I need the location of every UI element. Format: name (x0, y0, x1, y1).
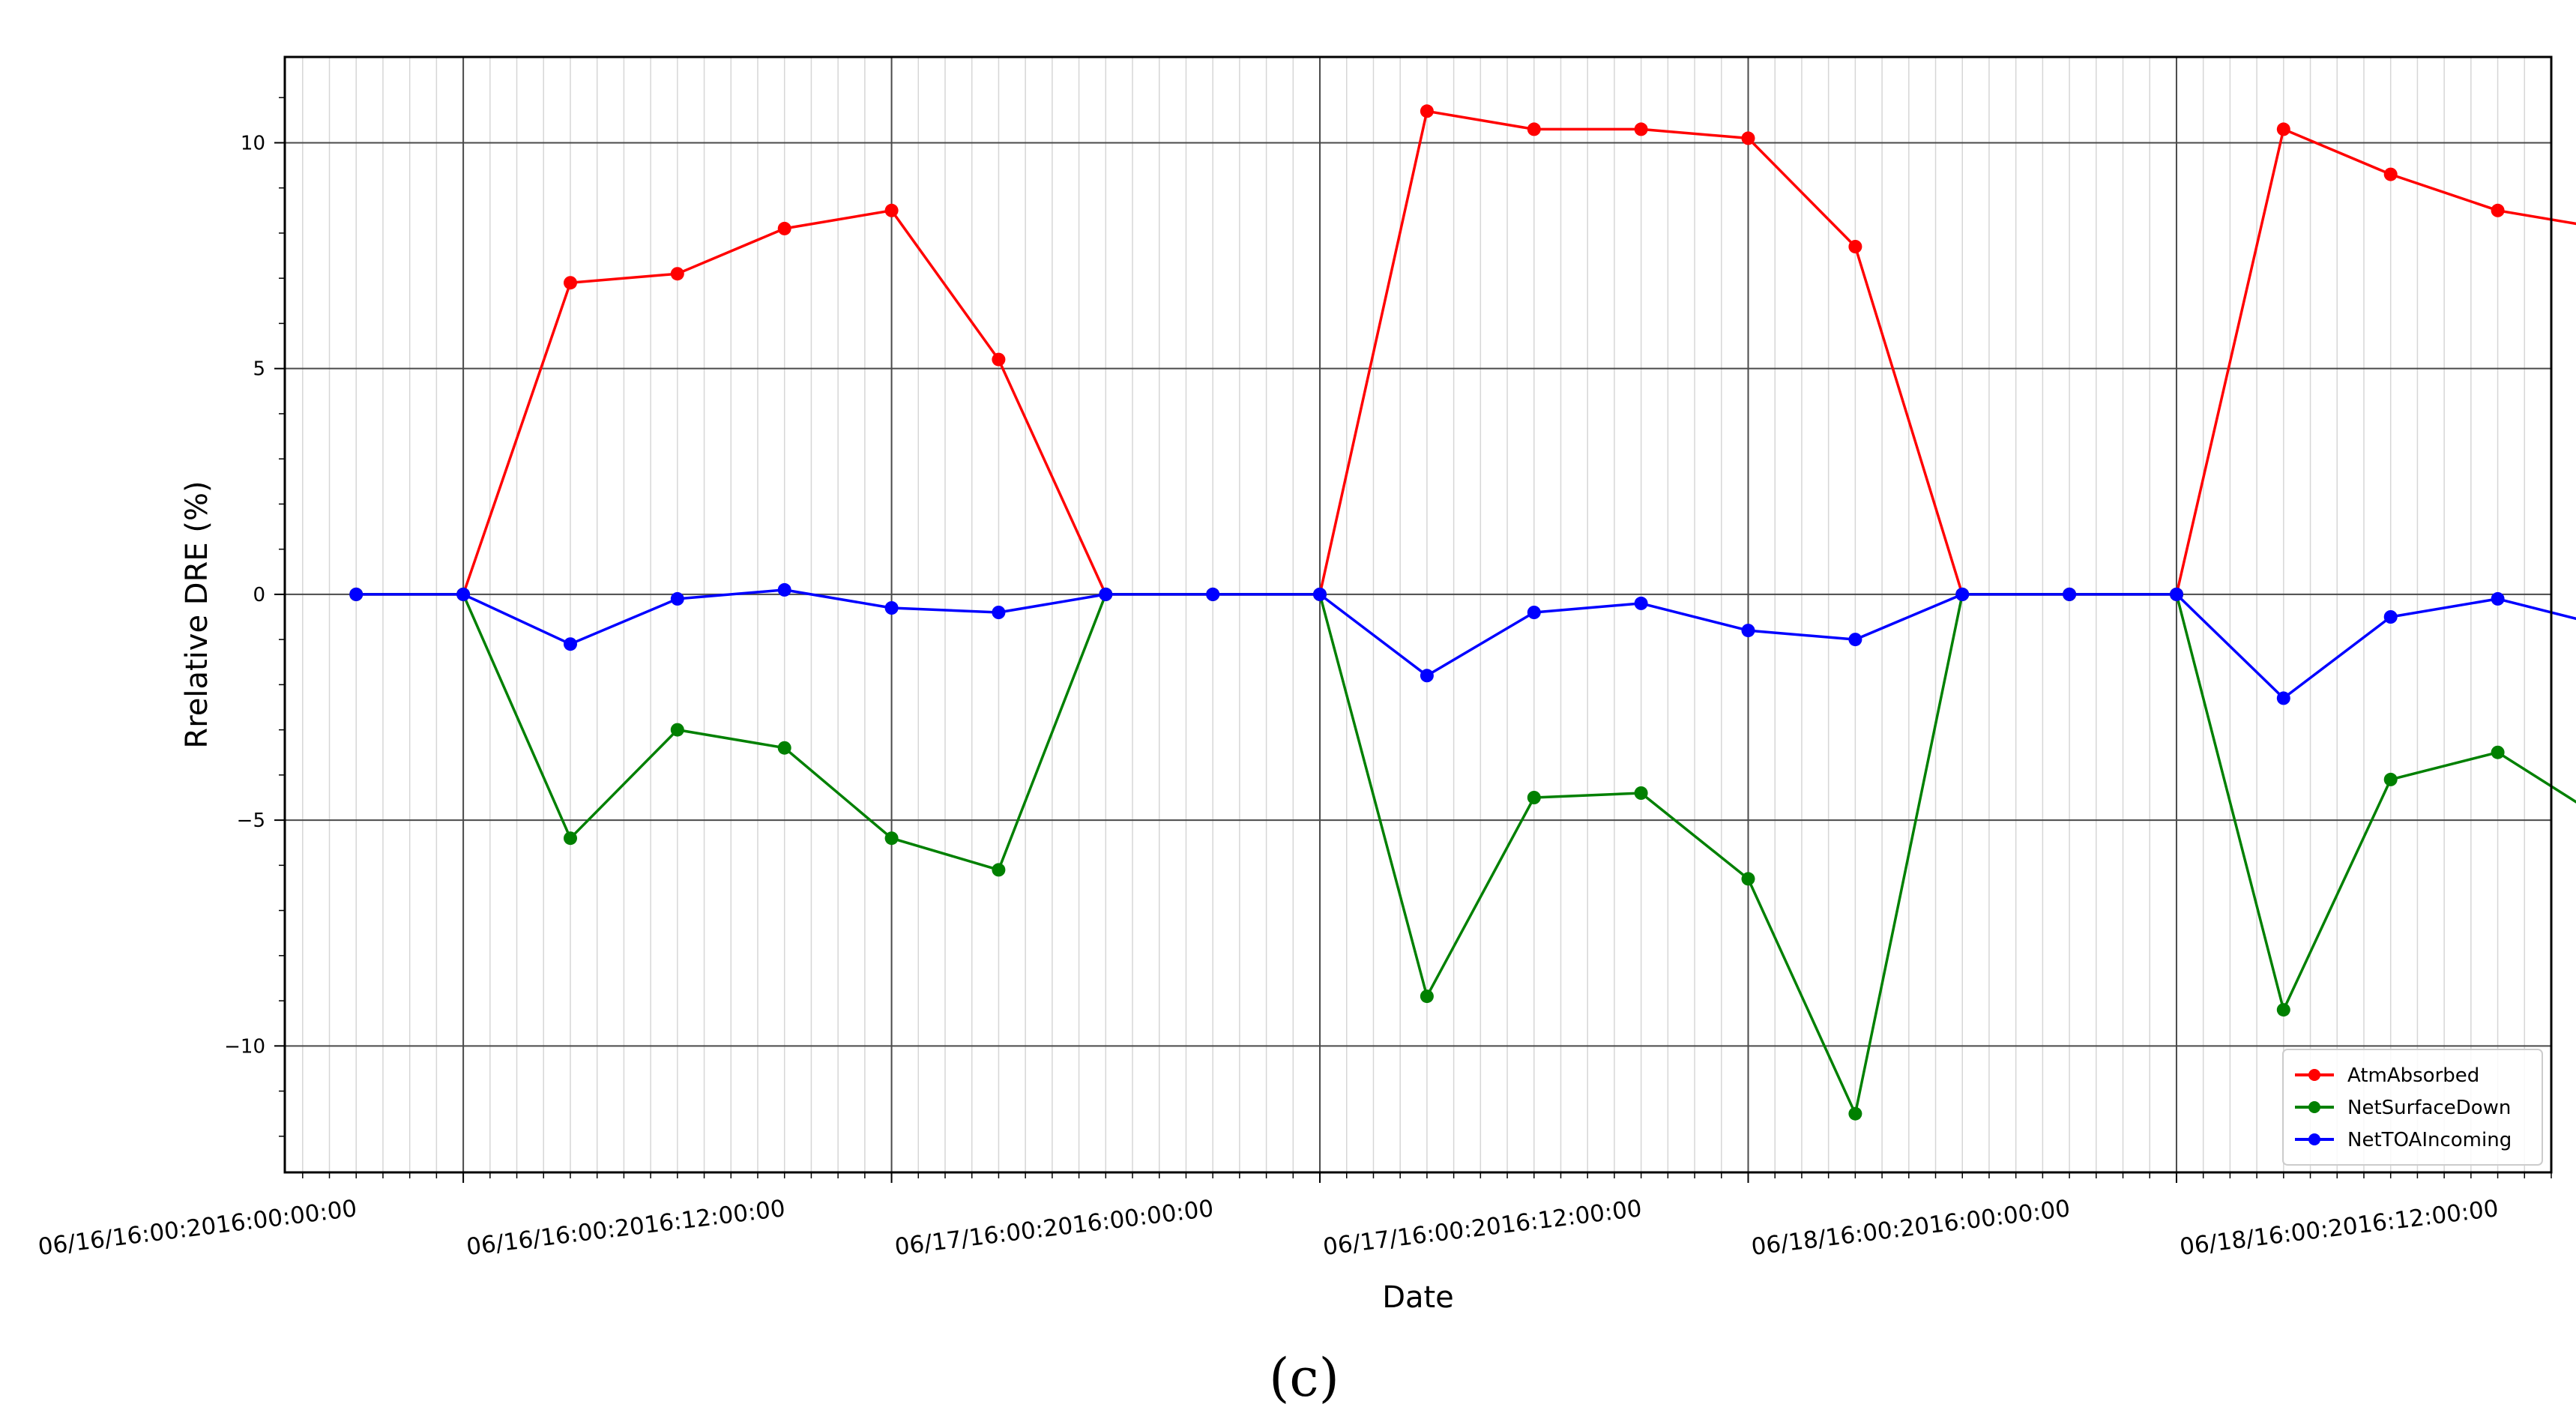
y-tick-label: 0 (253, 584, 265, 606)
data-point (670, 723, 684, 737)
y-tick-label: −10 (224, 1035, 265, 1058)
data-point (1099, 587, 1113, 601)
data-point (2491, 591, 2505, 606)
data-point (992, 352, 1006, 367)
data-point (1848, 633, 1862, 647)
data-point (1848, 240, 1862, 253)
data-point (1955, 587, 1970, 601)
data-point (2383, 610, 2398, 624)
data-point (564, 276, 577, 290)
x-tick-label: 06/17/16:00:2016:00:00:00 (893, 1195, 1215, 1261)
data-point (1741, 872, 1755, 886)
x-axis-title: Date (1382, 1280, 1454, 1315)
data-point (2063, 587, 2077, 601)
y-tick-label: 10 (241, 132, 265, 154)
x-tick-label: 06/17/16:00:2016:12:00:00 (1321, 1195, 1643, 1261)
x-tick-label: 06/18/16:00:2016:12:00:00 (2178, 1195, 2500, 1261)
data-point (2491, 203, 2505, 217)
legend-swatch-marker (2308, 1133, 2320, 1145)
legend-label: NetTOAIncoming (2347, 1129, 2512, 1151)
data-point (1741, 131, 1755, 145)
data-point (2491, 745, 2505, 759)
data-point (777, 582, 791, 597)
y-tick-label: 5 (253, 358, 265, 381)
data-point (1634, 122, 1648, 136)
data-point (2276, 691, 2290, 705)
legend-item-nettoaincoming: NetTOAIncoming (2295, 1129, 2512, 1151)
x-tick-label: 06/16/16:00:2016:00:00:00 (37, 1195, 358, 1261)
x-tick-label: 06/18/16:00:2016:00:00:00 (1750, 1195, 2072, 1261)
series-line (356, 588, 2576, 700)
data-point (1848, 1106, 1862, 1121)
data-point (1420, 669, 1434, 683)
data-point (884, 203, 899, 217)
legend-swatch-marker (2308, 1069, 2320, 1081)
data-point (1420, 104, 1434, 118)
series-line (356, 593, 2576, 1115)
data-point (992, 863, 1006, 877)
legend-label: NetSurfaceDown (2347, 1097, 2511, 1119)
legend: AtmAbsorbed NetSurfaceDown NetTOAIncomin… (2282, 1049, 2543, 1166)
x-axis: 06/16/16:00:2016:00:00:00 06/16/16:00:201… (37, 1172, 2552, 1261)
data-point (2170, 587, 2183, 601)
data-point (777, 741, 791, 755)
data-point (670, 591, 684, 606)
y-axis-title: Rrelative DRE (%) (180, 480, 214, 748)
y-tick-label: −5 (237, 810, 265, 832)
data-point (564, 637, 577, 651)
series-nettoaincoming (349, 582, 2576, 705)
data-point (1634, 786, 1648, 800)
plot-background (285, 57, 2551, 1172)
data-point (1313, 587, 1327, 601)
data-point (1527, 791, 1541, 804)
legend-box (2282, 1049, 2543, 1166)
plot-area (283, 55, 2576, 1174)
data-point (2276, 122, 2290, 136)
data-point (884, 831, 899, 846)
data-point (1527, 606, 1541, 619)
data-point (564, 831, 577, 846)
data-point (992, 606, 1006, 619)
data-point (1206, 587, 1220, 601)
x-tick-label: 06/16/16:00:2016:12:00:00 (465, 1195, 786, 1261)
data-point (2383, 772, 2398, 786)
data-point (349, 587, 364, 601)
series-layer (349, 104, 2576, 1121)
series-line (356, 109, 2576, 596)
data-point (1420, 989, 1434, 1004)
legend-item-netsurfacedown: NetSurfaceDown (2295, 1097, 2511, 1119)
legend-item-atmabsorbed: AtmAbsorbed (2295, 1064, 2479, 1087)
data-point (2276, 1003, 2290, 1017)
figure-caption: (c) (1269, 1347, 1339, 1409)
legend-swatch-marker (2308, 1101, 2320, 1113)
data-point (456, 587, 471, 601)
data-point (1527, 122, 1541, 136)
data-point (670, 267, 684, 281)
data-point (777, 221, 791, 235)
data-point (884, 601, 899, 615)
data-point (1741, 624, 1755, 638)
data-point (1634, 596, 1648, 610)
plot-frame (283, 55, 2553, 1174)
data-point (2383, 167, 2398, 181)
legend-label: AtmAbsorbed (2347, 1064, 2479, 1087)
y-axis: −10 −5 0 5 10 (224, 97, 285, 1137)
